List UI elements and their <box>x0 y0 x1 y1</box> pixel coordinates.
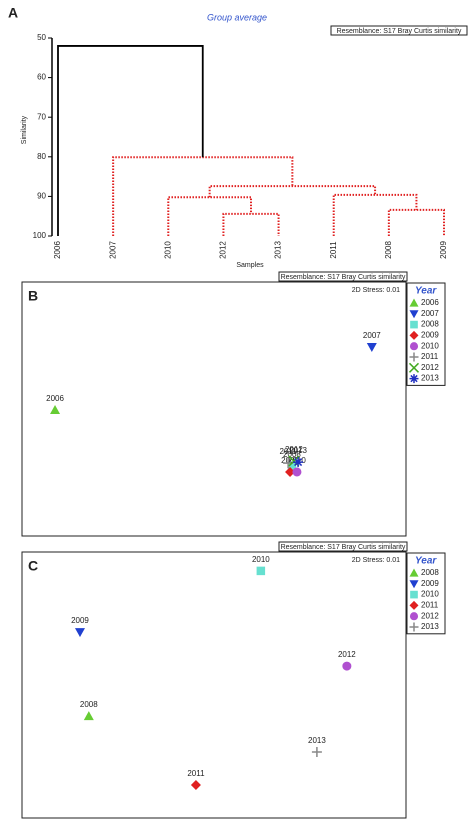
y-tick-label: 50 <box>37 33 46 42</box>
data-point <box>50 405 61 415</box>
leaf-label: 2009 <box>439 241 448 259</box>
legend-label: 2013 <box>421 622 439 631</box>
legend-marker <box>409 298 419 307</box>
y-tick-label: 80 <box>37 152 46 161</box>
legend-marker <box>409 580 419 589</box>
leaf-label: 2007 <box>108 241 117 259</box>
data-point <box>366 343 377 353</box>
legend-marker <box>409 330 419 340</box>
legend-label: 2012 <box>421 363 439 372</box>
point-label: 2008 <box>283 450 301 459</box>
legend-label: 2008 <box>421 320 439 329</box>
dendrogram-link <box>332 193 418 236</box>
data-point <box>256 566 266 576</box>
y-tick-label: 60 <box>37 73 46 82</box>
leaf-label: 2008 <box>384 241 393 259</box>
legend-marker <box>409 342 419 351</box>
panel-letter: A <box>8 5 18 21</box>
point-label: 2006 <box>46 394 64 403</box>
leaf-label: 2012 <box>219 241 228 259</box>
legend-marker <box>409 612 419 621</box>
point-label: 2012 <box>338 650 356 659</box>
stress-label: 2D Stress: 0.01 <box>352 287 400 294</box>
dendrogram-link <box>57 45 204 236</box>
dendrogram-link <box>208 185 377 198</box>
point-label: 2013 <box>308 736 326 745</box>
point-label: 2010 <box>252 555 270 564</box>
leaf-label: 2013 <box>274 241 283 259</box>
data-point <box>311 747 322 758</box>
point-label: 2009 <box>281 456 299 465</box>
point-label: 2011 <box>280 447 298 456</box>
point-label: 2013 <box>289 446 307 455</box>
legend-label: 2010 <box>421 341 439 350</box>
panel-letter: B <box>28 288 38 304</box>
point-label: 2008 <box>80 700 98 709</box>
legend-marker <box>408 362 420 373</box>
legend-label: 2008 <box>421 568 439 577</box>
resemblance-label: Resemblance: S17 Bray Curtis similarity <box>281 544 406 551</box>
data-point <box>287 461 297 471</box>
chart-title: Group average <box>207 12 267 22</box>
plot-frame <box>21 281 407 537</box>
legend-title: Year <box>415 286 437 297</box>
data-point <box>74 628 85 638</box>
stress-label: 2D Stress: 0.01 <box>352 557 400 564</box>
dendrogram-link <box>387 208 445 236</box>
legend-marker <box>409 374 419 384</box>
resemblance-label: Resemblance: S17 Bray Curtis similarity <box>281 274 406 281</box>
x-axis-label: Samples <box>236 262 264 269</box>
data-point <box>293 457 304 468</box>
legend-label: 2009 <box>421 331 439 340</box>
y-axis-label: Similarity <box>21 115 28 144</box>
point-label: 2009 <box>71 616 89 625</box>
legend-label: 2012 <box>421 611 439 620</box>
data-point <box>285 466 296 477</box>
y-tick-label: 70 <box>37 112 46 121</box>
resemblance-box <box>278 271 408 282</box>
legend-marker <box>410 320 418 329</box>
data-point <box>292 467 302 477</box>
leaf-label: 2006 <box>53 241 62 259</box>
dendrogram-link <box>167 196 252 236</box>
point-label: 2011 <box>187 769 205 778</box>
legend-marker <box>409 352 419 362</box>
panel-letter: C <box>28 558 38 574</box>
data-point <box>190 780 201 791</box>
legend-marker <box>410 590 418 599</box>
legend-marker <box>409 568 419 577</box>
legend-marker <box>409 600 419 610</box>
legend-label: 2010 <box>421 590 439 599</box>
legend-title: Year <box>415 556 437 567</box>
y-tick-label: 100 <box>33 231 47 240</box>
legend-marker <box>409 622 419 632</box>
legend-label: 2011 <box>421 352 439 361</box>
legend-label: 2013 <box>421 374 439 383</box>
point-label: 2007 <box>363 331 381 340</box>
leaf-label: 2011 <box>329 241 338 259</box>
leaf-label: 2010 <box>163 241 172 259</box>
dendrogram-link <box>222 212 280 236</box>
data-point <box>342 661 352 671</box>
point-label: 2012 <box>285 445 303 454</box>
legend-label: 2007 <box>421 309 439 318</box>
legend-marker <box>409 310 419 319</box>
legend-label: 2011 <box>421 601 439 610</box>
y-tick-label: 90 <box>37 192 46 201</box>
data-point <box>83 711 94 721</box>
legend-label: 2006 <box>421 298 439 307</box>
plot-frame <box>21 551 407 819</box>
resemblance-box <box>278 541 408 552</box>
legend-label: 2009 <box>421 579 439 588</box>
resemblance-box <box>330 25 468 36</box>
data-point <box>288 455 300 467</box>
resemblance-label: Resemblance: S17 Bray Curtis similarity <box>337 28 462 35</box>
